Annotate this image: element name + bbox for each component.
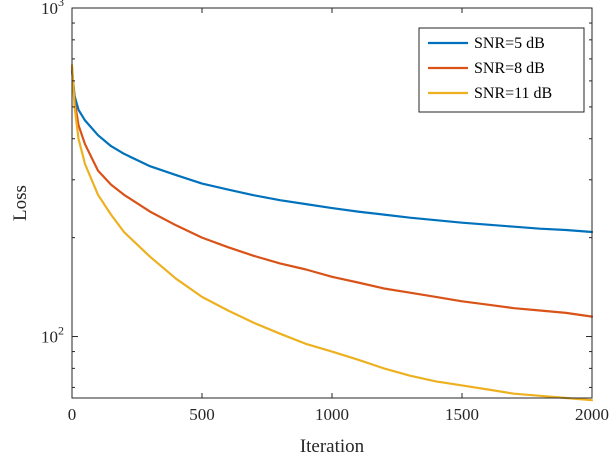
legend-label: SNR=11 dB: [474, 85, 552, 102]
x-axis-label: Iteration: [300, 436, 365, 457]
legend-label: SNR=5 dB: [474, 35, 545, 52]
plot-frame: [71, 7, 593, 399]
series-line-1: [70, 69, 594, 234]
series-line-3: [70, 63, 594, 402]
y-tick-base: 10: [41, 0, 58, 18]
legend-label: SNR=8 dB: [474, 60, 545, 77]
y-tick-base: 10: [41, 328, 58, 347]
x-tick-label: 0: [68, 405, 77, 424]
series-line-2: [70, 66, 594, 318]
legend-items: SNR=5 dB SNR=8 dB SNR=11 dB: [428, 35, 552, 102]
y-axis-label: Loss: [10, 185, 31, 221]
x-tick-label: 1500: [445, 405, 479, 424]
y-tick-label: 102: [41, 324, 64, 347]
series-layer: [70, 63, 594, 402]
x-tick-label: 2000: [575, 405, 609, 424]
legend: SNR=5 dB SNR=8 dB SNR=11 dB: [418, 27, 585, 113]
y-tick-exponent: 2: [58, 324, 64, 338]
y-tick-exponent: 3: [58, 0, 64, 9]
x-tick-label: 500: [189, 405, 215, 424]
y-tick-label: 103: [41, 0, 64, 18]
x-tick-label: 1000: [315, 405, 349, 424]
